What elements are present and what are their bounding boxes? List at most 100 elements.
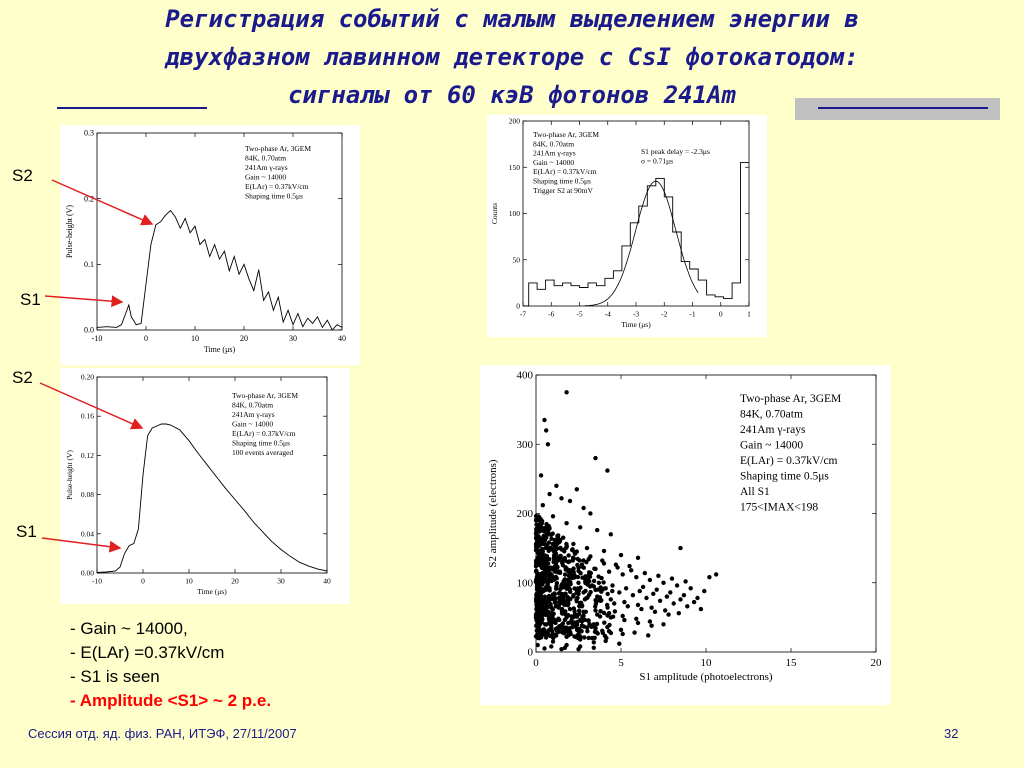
scatter-point bbox=[595, 527, 600, 533]
y-tick-label: 0.20 bbox=[81, 373, 94, 382]
x-tick-label: -3 bbox=[633, 310, 639, 319]
scatter-point-cluster bbox=[586, 635, 591, 641]
scatter-point-cluster bbox=[575, 574, 581, 580]
annotation-line: Shaping time 0.5μs bbox=[533, 177, 591, 186]
x-tick-label: 20 bbox=[871, 657, 883, 669]
scatter-point-cluster bbox=[605, 602, 610, 608]
scatter-point bbox=[678, 597, 683, 602]
x-tick-label: -7 bbox=[520, 310, 526, 319]
note-amplitude: - Amplitude <S1> ~ 2 p.e. bbox=[70, 691, 272, 710]
x-tick-label: 30 bbox=[277, 577, 285, 586]
scatter-point-cluster bbox=[568, 579, 573, 585]
scatter-point bbox=[606, 569, 612, 574]
scatter-point-cluster bbox=[542, 529, 548, 534]
scatter-point bbox=[685, 604, 690, 609]
scatter-point bbox=[656, 573, 661, 578]
note-gain: - Gain ~ 14000, bbox=[70, 619, 188, 638]
scatter-point-cluster bbox=[602, 620, 607, 625]
scatter-point-cluster bbox=[600, 630, 605, 636]
scatter-point-cluster bbox=[534, 592, 539, 597]
scatter-point bbox=[540, 601, 545, 606]
annotation-line: Two-phase Ar, 3GEM bbox=[232, 391, 298, 400]
scatter-point-cluster bbox=[543, 635, 549, 640]
scatter-point-cluster bbox=[535, 583, 541, 588]
scatter-point bbox=[622, 617, 627, 623]
scatter-point bbox=[545, 442, 551, 447]
scatter-point bbox=[605, 624, 610, 630]
x-tick-label: 30 bbox=[289, 334, 297, 343]
scatter-point-cluster bbox=[563, 591, 568, 596]
scatter-point-cluster bbox=[546, 616, 552, 622]
slide-title: Регистрация событий с малым выделением э… bbox=[0, 0, 1024, 114]
scatter-point-cluster bbox=[570, 625, 575, 630]
scatter-point bbox=[566, 559, 571, 565]
scatter-point-cluster bbox=[534, 558, 540, 564]
scatter-point-cluster bbox=[572, 620, 577, 625]
scatter-point-cluster bbox=[534, 536, 539, 541]
scatter-point-cluster bbox=[534, 611, 539, 616]
scatter-point bbox=[635, 620, 641, 626]
scatter-point-cluster bbox=[577, 558, 582, 563]
scatter-point-cluster bbox=[595, 587, 601, 592]
annotation-line: 241Am γ-rays bbox=[533, 149, 576, 158]
scatter-point bbox=[634, 575, 639, 580]
scatter-point bbox=[637, 588, 642, 594]
scatter-point-cluster bbox=[533, 634, 539, 639]
scatter-point-cluster bbox=[546, 599, 552, 604]
scatter-point bbox=[559, 547, 564, 552]
annotation-line: Shaping time 0.5μs bbox=[740, 471, 829, 483]
scatter-point bbox=[559, 647, 564, 652]
scatter-point bbox=[544, 535, 549, 540]
x-axis-label: Time (μs) bbox=[204, 345, 236, 354]
x-tick-label: 1 bbox=[747, 310, 751, 319]
scatter-point bbox=[576, 631, 581, 637]
scatter-point-cluster bbox=[560, 563, 566, 568]
annotation-line: E(LAr) = 0.37kV/cm bbox=[245, 182, 309, 191]
annotation-line: 84K, 0.70atm bbox=[245, 154, 286, 163]
scatter-point bbox=[620, 613, 625, 619]
annotation-line: σ = 0.71μs bbox=[641, 156, 673, 165]
scatter-point-cluster bbox=[555, 558, 561, 563]
scatter-point bbox=[617, 641, 622, 646]
annotation-line: Gain ~ 14000 bbox=[245, 173, 286, 182]
scatter-point-cluster bbox=[582, 635, 587, 640]
scatter-point bbox=[569, 573, 574, 578]
scatter-point-cluster bbox=[544, 622, 549, 627]
scatter-point bbox=[666, 612, 671, 617]
x-tick-label: -10 bbox=[92, 577, 102, 586]
scatter-point-cluster bbox=[554, 542, 559, 547]
y-tick-label: 0 bbox=[516, 302, 520, 311]
scatter-point bbox=[578, 525, 583, 530]
scatter-point-cluster bbox=[544, 554, 550, 559]
x-tick-label: 15 bbox=[786, 657, 798, 669]
scatter-point bbox=[688, 586, 693, 591]
scatter-point bbox=[606, 611, 612, 616]
scatter-point-cluster bbox=[594, 621, 600, 627]
scatter-point bbox=[554, 604, 559, 609]
gray-decor-box bbox=[795, 98, 1000, 120]
scatter-point bbox=[544, 587, 549, 592]
scatter-point bbox=[537, 635, 542, 641]
scatter-point bbox=[714, 572, 719, 577]
x-tick-label: 40 bbox=[323, 577, 331, 586]
y-tick-label: 0.08 bbox=[81, 490, 94, 499]
scatter-point-cluster bbox=[570, 547, 575, 553]
x-tick-label: -5 bbox=[576, 310, 582, 319]
annotation-line: 84K, 0.70atm bbox=[533, 139, 574, 148]
label-s1-bottom: S1 bbox=[16, 522, 37, 541]
x-tick-label: 10 bbox=[185, 577, 193, 586]
scatter-point bbox=[608, 615, 613, 620]
plot-frame bbox=[96, 376, 328, 574]
scatter-point-cluster bbox=[612, 609, 618, 614]
scatter-point bbox=[646, 633, 651, 638]
scatter-point bbox=[695, 595, 700, 601]
scatter-point bbox=[550, 611, 556, 617]
scatter-point bbox=[576, 580, 581, 585]
annotation-line: E(LAr) = 0.37kV/cm bbox=[740, 455, 838, 467]
scatter-point bbox=[652, 609, 658, 614]
scatter-point bbox=[640, 584, 646, 590]
scatter-point bbox=[635, 555, 641, 560]
scatter-point bbox=[544, 428, 549, 433]
annotation-line: 84K, 0.70atm bbox=[740, 409, 803, 421]
